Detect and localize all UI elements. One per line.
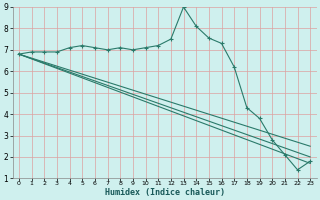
X-axis label: Humidex (Indice chaleur): Humidex (Indice chaleur) (105, 188, 225, 197)
